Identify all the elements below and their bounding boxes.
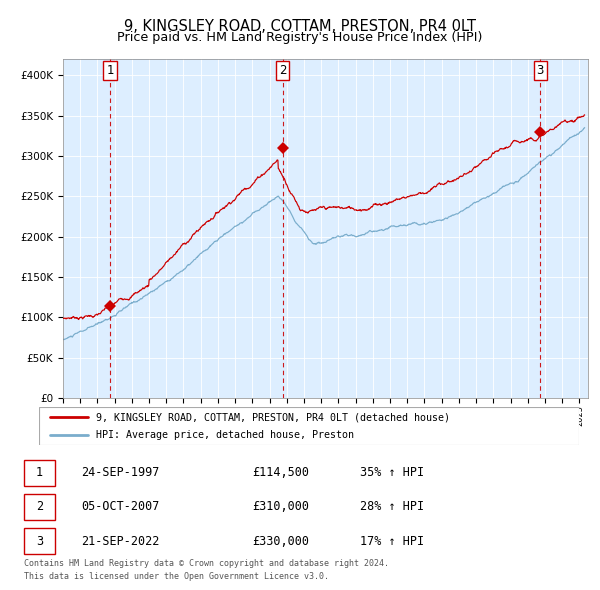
Text: HPI: Average price, detached house, Preston: HPI: Average price, detached house, Pres…	[96, 430, 354, 440]
Text: 2: 2	[36, 500, 43, 513]
Text: £310,000: £310,000	[252, 500, 309, 513]
Text: Price paid vs. HM Land Registry's House Price Index (HPI): Price paid vs. HM Land Registry's House …	[118, 31, 482, 44]
Text: 9, KINGSLEY ROAD, COTTAM, PRESTON, PR4 0LT (detached house): 9, KINGSLEY ROAD, COTTAM, PRESTON, PR4 0…	[96, 412, 450, 422]
Text: 1: 1	[106, 64, 114, 77]
Text: 21-SEP-2022: 21-SEP-2022	[81, 535, 160, 548]
Text: 28% ↑ HPI: 28% ↑ HPI	[360, 500, 424, 513]
Text: £114,500: £114,500	[252, 466, 309, 479]
Text: 35% ↑ HPI: 35% ↑ HPI	[360, 466, 424, 479]
Text: 3: 3	[536, 64, 544, 77]
Text: 1: 1	[36, 466, 43, 479]
Text: 05-OCT-2007: 05-OCT-2007	[81, 500, 160, 513]
Text: 24-SEP-1997: 24-SEP-1997	[81, 466, 160, 479]
Text: £330,000: £330,000	[252, 535, 309, 548]
Text: Contains HM Land Registry data © Crown copyright and database right 2024.: Contains HM Land Registry data © Crown c…	[24, 559, 389, 568]
Text: 17% ↑ HPI: 17% ↑ HPI	[360, 535, 424, 548]
Text: 2: 2	[279, 64, 286, 77]
Text: This data is licensed under the Open Government Licence v3.0.: This data is licensed under the Open Gov…	[24, 572, 329, 581]
Text: 9, KINGSLEY ROAD, COTTAM, PRESTON, PR4 0LT: 9, KINGSLEY ROAD, COTTAM, PRESTON, PR4 0…	[124, 19, 476, 34]
Text: 3: 3	[36, 535, 43, 548]
FancyBboxPatch shape	[39, 407, 579, 445]
